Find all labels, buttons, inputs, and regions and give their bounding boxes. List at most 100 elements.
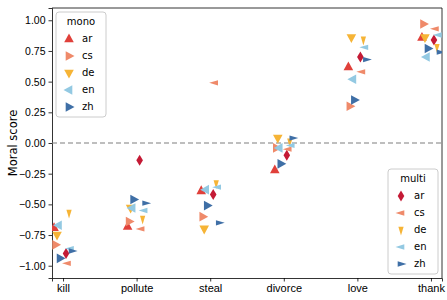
point — [431, 34, 438, 45]
legend-symbol — [66, 51, 75, 61]
point — [283, 150, 290, 161]
point — [289, 135, 298, 140]
y-tick-label: 0.25 — [25, 106, 46, 118]
point — [52, 232, 62, 241]
y-tick-label: −0.25 — [19, 168, 46, 180]
legend-label: en — [82, 84, 95, 95]
point — [420, 19, 429, 29]
series — [66, 37, 439, 225]
frame-top — [52, 8, 442, 9]
x-tick-mark — [137, 278, 138, 282]
point — [66, 210, 71, 219]
series — [53, 52, 430, 230]
y-axis: −1.00−0.75−0.50−0.250.000.250.500.751.00 — [19, 9, 53, 279]
legend-label: de — [82, 67, 95, 78]
y-tick: −0.50 — [19, 198, 52, 210]
legend-title: mono — [67, 16, 95, 27]
x-tick-label: pollute — [121, 282, 153, 294]
point — [274, 143, 283, 153]
series — [69, 50, 442, 254]
y-tick-label: 0.50 — [25, 75, 46, 87]
legend-symbol — [66, 102, 75, 112]
point — [209, 80, 218, 85]
legend-label: ar — [82, 33, 93, 44]
y-tick-label: −0.75 — [19, 229, 46, 241]
series — [52, 32, 427, 231]
point — [283, 147, 292, 152]
legend-label: zh — [414, 258, 426, 269]
point — [430, 26, 439, 31]
y-tick-mark — [49, 174, 53, 175]
x-tick-mark — [63, 278, 64, 282]
point — [142, 201, 151, 206]
y-tick-label: 0.75 — [25, 45, 46, 57]
y-tick-mark — [49, 20, 53, 21]
y-tick: −0.75 — [19, 229, 52, 241]
y-tick-label: 1.00 — [25, 14, 46, 26]
legend-label: ar — [414, 190, 425, 201]
point — [53, 220, 62, 230]
series — [57, 44, 434, 263]
point — [347, 34, 357, 43]
y-tick: 0.25 — [25, 106, 52, 118]
x-tick: steal — [199, 278, 222, 294]
y-tick-mark — [49, 204, 53, 205]
x-tick: thank — [418, 278, 445, 294]
x-axis: kill pollute steal divorce love thank — [53, 278, 446, 294]
point — [273, 143, 282, 153]
x-tick-label: thank — [418, 282, 445, 294]
point — [136, 226, 145, 231]
point — [421, 52, 430, 62]
legend-symbol — [396, 244, 405, 249]
y-tick-mark — [49, 266, 53, 267]
y-tick: 1.00 — [25, 14, 52, 26]
chart: −1.00−0.75−0.50−0.250.000.250.500.751.00… — [0, 0, 447, 300]
plot-area: −1.00−0.75−0.50−0.250.000.250.500.751.00… — [19, 8, 446, 294]
legend-box — [56, 12, 106, 117]
point — [273, 135, 283, 144]
y-tick: 0.00 — [25, 137, 52, 149]
point — [433, 32, 442, 37]
point — [359, 45, 368, 50]
point — [420, 34, 430, 43]
point — [347, 74, 356, 84]
legend-box — [388, 169, 438, 274]
x-tick: divorce — [267, 278, 302, 294]
legend-symbol — [396, 210, 405, 215]
x-tick-label: divorce — [267, 282, 302, 294]
legend-symbol — [64, 34, 74, 43]
y-tick-mark — [49, 143, 53, 144]
point — [139, 208, 148, 213]
x-tick: kill — [57, 278, 70, 294]
marks — [52, 19, 442, 266]
legend-label: cs — [82, 50, 93, 61]
y-tick-mark — [49, 51, 53, 52]
y-tick: −0.25 — [19, 168, 52, 180]
point — [127, 203, 136, 213]
y-tick-mark — [49, 82, 53, 83]
y-tick-label: 0.00 — [25, 137, 46, 149]
x-tick-mark — [357, 278, 358, 282]
point — [212, 185, 221, 190]
y-tick: 0.50 — [25, 75, 52, 87]
y-axis-title: Moral score — [6, 110, 20, 176]
y-tick-mark — [49, 112, 53, 113]
legend-label: cs — [414, 207, 425, 218]
y-tick-mark — [49, 235, 53, 236]
reference-line — [52, 142, 442, 143]
point — [216, 220, 225, 225]
point — [140, 216, 145, 225]
point — [136, 155, 143, 166]
point — [126, 217, 135, 227]
point — [344, 61, 354, 70]
point — [204, 201, 213, 211]
series — [52, 19, 429, 249]
y-tick: 0.75 — [25, 45, 52, 57]
point — [130, 195, 139, 205]
point — [200, 185, 209, 195]
legend-symbol — [398, 191, 405, 202]
point — [62, 261, 71, 266]
point — [69, 248, 78, 253]
x-tick-label: love — [348, 282, 368, 294]
legend: multiarcsdeenzh — [388, 169, 438, 274]
